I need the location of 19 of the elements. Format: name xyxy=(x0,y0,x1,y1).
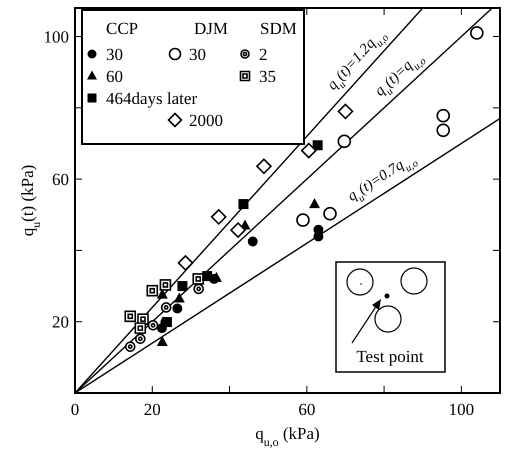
legend-label: 60 xyxy=(106,67,123,86)
y-tick-label: 60 xyxy=(52,170,69,190)
legend-label: 30 xyxy=(106,45,123,64)
annotation: DJM xyxy=(194,19,228,38)
x-tick-label: 100 xyxy=(448,400,474,419)
x-tick-label: 20 xyxy=(144,400,161,419)
legend-label: 2 xyxy=(259,45,268,64)
legend-label: 464days later xyxy=(106,89,198,108)
x-tick-label: 60 xyxy=(298,400,316,419)
annotation: CCP xyxy=(106,19,138,38)
legend-label: 30 xyxy=(189,45,206,64)
y-tick-label: 100 xyxy=(44,28,69,47)
annotation: Test point xyxy=(356,347,424,366)
legend-label: 2000 xyxy=(189,111,223,130)
y-tick-label: 20 xyxy=(52,312,69,332)
annotation: SDM xyxy=(260,19,297,38)
x-axis-title: q$_{u,o}$ (kPa) xyxy=(255,424,320,449)
x-tick-label: 0 xyxy=(70,400,80,419)
legend-label: 35 xyxy=(259,67,276,86)
